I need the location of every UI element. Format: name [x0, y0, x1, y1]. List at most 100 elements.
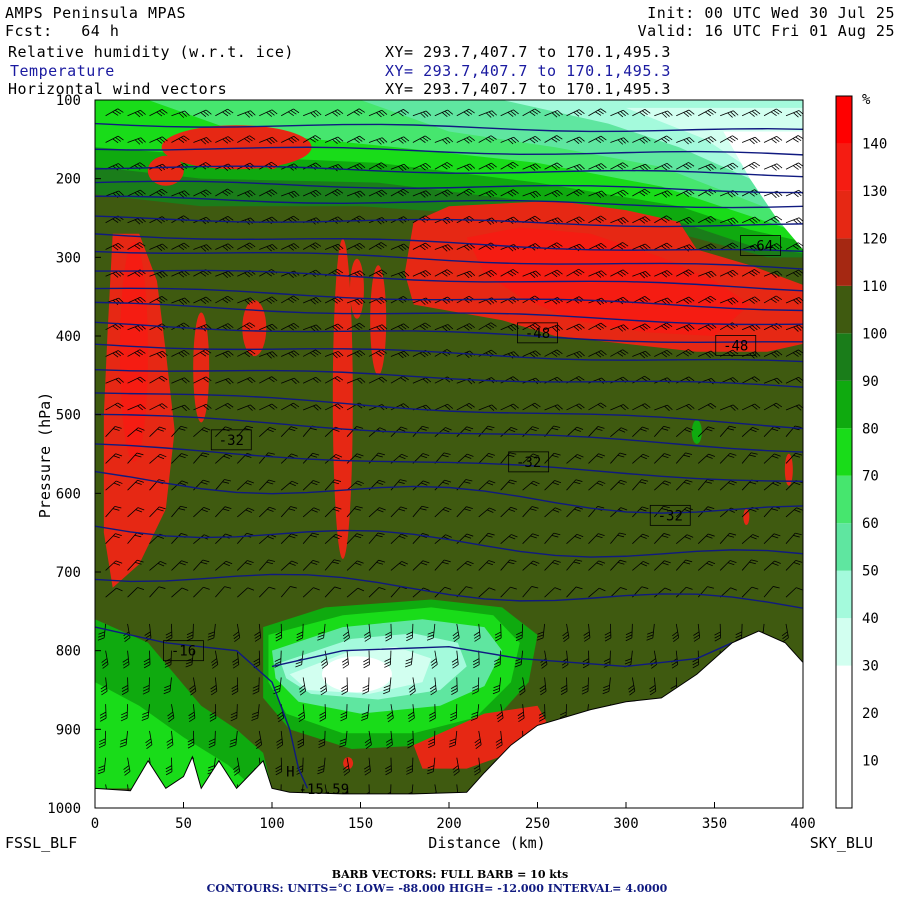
- wind-barb: [145, 730, 153, 750]
- wind-barb: [763, 108, 783, 117]
- wind-barb: [258, 586, 276, 598]
- wind-barb: [193, 137, 212, 145]
- wind-barb: [412, 270, 432, 278]
- field-name-wind: Horizontal wind vectors: [8, 80, 228, 98]
- wind-barb: [697, 560, 716, 571]
- wind-barb: [610, 137, 629, 145]
- wind-barb: [763, 243, 783, 251]
- wind-barb-layer: [97, 108, 803, 803]
- wind-barb: [434, 137, 454, 145]
- wind-barb: [215, 188, 234, 197]
- wind-barb: [324, 559, 341, 571]
- wind-barb: [428, 730, 436, 749]
- colorbar-swatch: [836, 238, 852, 286]
- wind-barb: [676, 189, 695, 197]
- wind-barb: [785, 559, 803, 571]
- wind-barb: [259, 376, 278, 384]
- wind-barb: [632, 533, 650, 544]
- wind-barb: [296, 623, 304, 642]
- wind-barb: [412, 560, 430, 571]
- colorbar-tick-label: 20: [862, 706, 879, 722]
- colorbar-tick-label: 40: [862, 611, 879, 627]
- wind-barb: [324, 586, 342, 598]
- wind-barb: [302, 349, 322, 357]
- colorbar-frame: [835, 95, 853, 809]
- wind-barb: [412, 377, 432, 384]
- y-tick-label: 200: [56, 172, 81, 188]
- temperature-contour: [95, 215, 803, 228]
- contour-label: -48: [525, 326, 550, 342]
- wind-barb: [259, 109, 278, 117]
- wind-barb: [540, 650, 548, 669]
- wind-barb: [149, 586, 166, 598]
- wind-barb: [274, 650, 282, 668]
- wind-barb: [149, 403, 168, 411]
- wind-barb: [259, 323, 278, 332]
- wind-barb: [456, 506, 473, 518]
- wind-barb: [163, 677, 172, 695]
- wind-barb: [167, 704, 175, 723]
- wind-barb: [720, 404, 739, 411]
- wind-barb: [259, 244, 278, 252]
- valid-time: Valid: 16 UTC Fri 01 Aug 25: [637, 22, 895, 40]
- wind-barb: [544, 189, 563, 198]
- wind-barb: [302, 480, 320, 491]
- wind-barb: [566, 479, 583, 491]
- wind-barb: [452, 757, 460, 776]
- wind-barb: [281, 322, 300, 331]
- wind-barb: [149, 426, 167, 437]
- colorbar-swatch: [836, 143, 852, 191]
- wind-barb: [317, 757, 326, 775]
- y-tick-label: 100: [56, 93, 81, 109]
- wind-barb: [324, 533, 342, 544]
- wind-barb: [280, 586, 297, 598]
- wind-barb: [215, 350, 234, 358]
- wind-barb: [302, 189, 322, 198]
- wind-barb: [166, 730, 174, 749]
- contour-note: CONTOURS: UNITS=°C LOW= -88.000 HIGH= -1…: [207, 882, 668, 895]
- wind-barb: [610, 427, 628, 437]
- wind-barb: [171, 190, 190, 198]
- barb-vector-note: BARB VECTORS: FULL BARB = 10 kts: [332, 868, 568, 881]
- wind-barb: [405, 650, 414, 668]
- wind-barb: [741, 586, 759, 598]
- wind-barb: [654, 560, 671, 571]
- wind-barb: [632, 453, 650, 464]
- wind-barb: [193, 586, 210, 598]
- wind-barb: [588, 426, 605, 437]
- wind-barb: [763, 402, 783, 411]
- wind-barb: [390, 136, 410, 144]
- wind-barb: [368, 269, 388, 277]
- temperature-contour: [95, 321, 803, 344]
- x-tick-label: 350: [702, 816, 727, 832]
- wind-barb: [434, 162, 453, 170]
- wind-barb: [544, 404, 563, 411]
- wind-barb: [604, 623, 612, 642]
- wind-barb: [720, 297, 739, 305]
- wind-barb: [105, 242, 124, 251]
- wind-barb: [741, 296, 761, 304]
- wind-barb: [434, 559, 451, 571]
- wind-barb: [654, 349, 673, 358]
- colorbar-tick-label: 30: [862, 659, 879, 675]
- wind-barb: [171, 404, 190, 412]
- contour-label-box: [517, 322, 558, 344]
- wind-barb: [785, 532, 802, 544]
- wind-barb: [119, 730, 128, 748]
- wind-barb: [632, 109, 651, 117]
- wind-barb: [741, 269, 761, 277]
- contour-label: -64: [748, 239, 773, 255]
- wind-barb: [676, 349, 695, 357]
- wind-barb: [610, 217, 629, 225]
- wind-barb: [434, 427, 452, 437]
- temperature-contour: [95, 525, 803, 558]
- field-xy-rh: XY= 293.7,407.7 to 170.1,495.3: [385, 43, 671, 61]
- wind-barb: [368, 507, 386, 518]
- wind-barb: [588, 135, 607, 144]
- wind-barb: [456, 270, 476, 279]
- wind-barb: [735, 623, 743, 642]
- contour-label: -32: [516, 455, 541, 471]
- x-tick-label: 250: [525, 816, 550, 832]
- temperature-contour: [95, 269, 803, 292]
- wind-barb: [149, 271, 168, 279]
